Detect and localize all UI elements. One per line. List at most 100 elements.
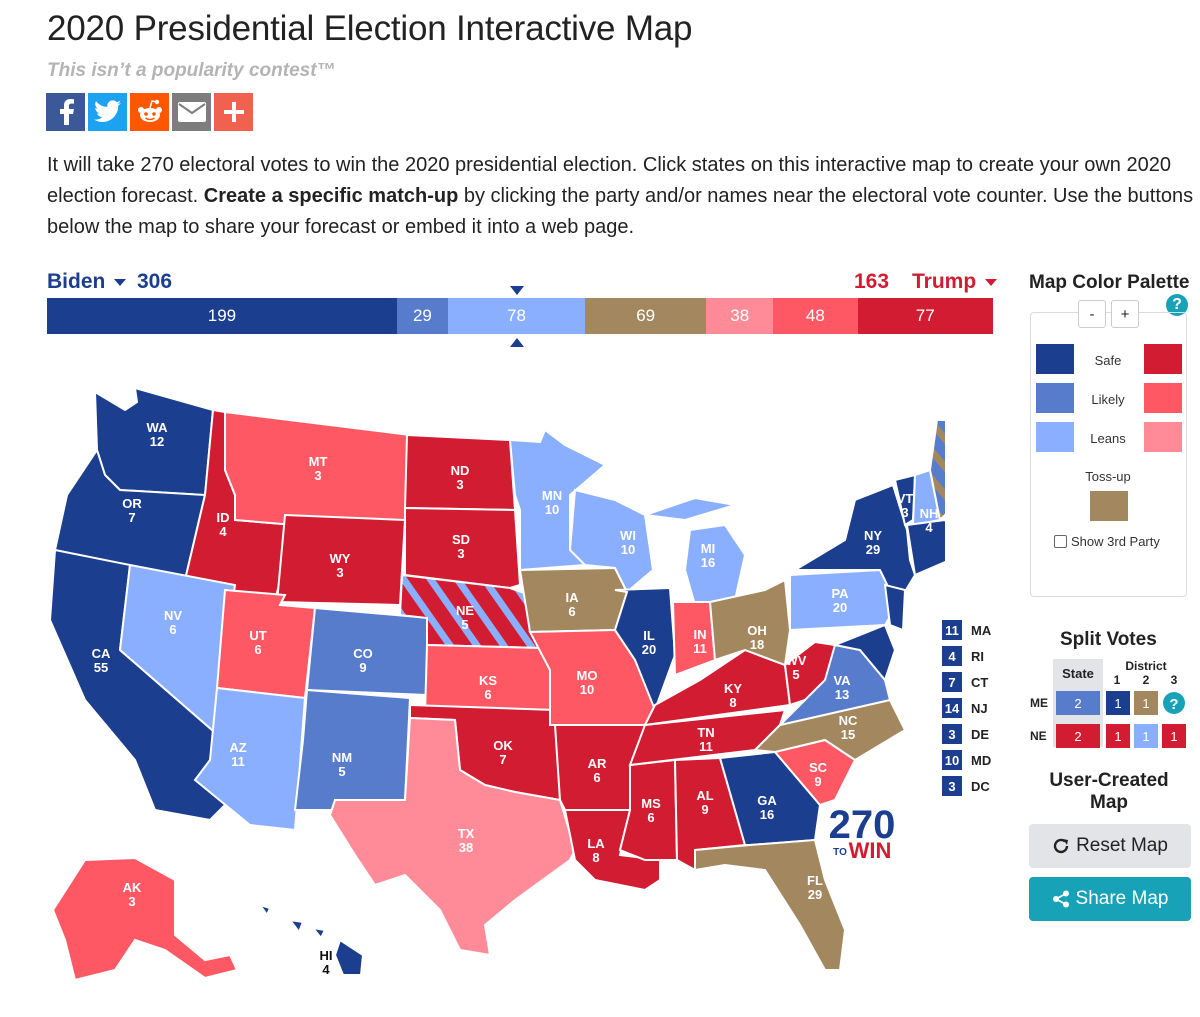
- state-label-ks: KS: [479, 673, 497, 688]
- ne-district-1-value: 1: [1114, 729, 1121, 744]
- share-map-button[interactable]: Share Map: [1029, 877, 1191, 921]
- swatch-likely-dem[interactable]: [1036, 383, 1074, 413]
- state-il[interactable]: [613, 586, 677, 713]
- state-ev-la: 8: [592, 850, 599, 865]
- state-tx[interactable]: [328, 716, 577, 957]
- split-help-icon[interactable]: [1163, 692, 1185, 714]
- small-state-ma[interactable]: 11 MA: [942, 617, 991, 643]
- state-ev-ak: 3: [128, 894, 135, 909]
- state-label-az: AZ: [229, 740, 246, 755]
- dem-ev-total: 306: [137, 270, 173, 293]
- state-az[interactable]: [193, 686, 307, 832]
- ev-segment: 38: [706, 298, 774, 334]
- state-label-ar: AR: [588, 756, 607, 771]
- swatch-leans-rep[interactable]: [1144, 422, 1182, 452]
- state-ev-tn: 11: [699, 739, 713, 754]
- small-state-ev[interactable]: 11: [942, 620, 962, 640]
- third-party-checkbox[interactable]: [1054, 535, 1067, 548]
- logo-270: 270: [829, 803, 896, 847]
- state-fl[interactable]: [694, 838, 847, 971]
- small-state-ev[interactable]: 7: [942, 672, 962, 692]
- intro-bold-text: Create a specific match-up: [203, 185, 459, 207]
- me-district-1[interactable]: [1106, 691, 1130, 715]
- swatch-safe-dem[interactable]: [1036, 344, 1074, 374]
- share-icon: [1052, 890, 1069, 908]
- plus-icon: [223, 102, 244, 122]
- state-label-nv: NV: [164, 608, 182, 623]
- small-state-de[interactable]: 3 DE: [942, 721, 991, 747]
- me-district-2[interactable]: [1134, 691, 1158, 715]
- state-ev-ca: 55: [94, 660, 108, 675]
- split-help-text: ?: [1169, 696, 1178, 713]
- palette-decrease-button[interactable]: -: [1078, 300, 1106, 328]
- ev-segment: 48: [773, 298, 858, 334]
- page-title: 2020 Presidential Election Interactive M…: [47, 9, 693, 48]
- email-share-button[interactable]: [172, 93, 211, 131]
- ne-district-3[interactable]: [1162, 724, 1186, 748]
- label-likely: Likely: [1091, 392, 1125, 407]
- state-label-or: OR: [122, 496, 142, 511]
- dem-candidate-dropdown[interactable]: Biden: [47, 270, 127, 294]
- state-oh[interactable]: [708, 578, 792, 667]
- state-ut[interactable]: [215, 588, 317, 700]
- small-state-ev[interactable]: 3: [942, 724, 962, 744]
- small-state-ev[interactable]: 14: [942, 698, 962, 718]
- palette-increase-button[interactable]: +: [1111, 300, 1139, 328]
- district-number: 3: [1171, 673, 1178, 687]
- reset-map-button[interactable]: Reset Map: [1029, 824, 1191, 868]
- state-label-wy: WY: [330, 551, 351, 566]
- state-nj[interactable]: [883, 583, 907, 632]
- twitter-share-button[interactable]: [88, 93, 127, 131]
- state-nm[interactable]: [293, 688, 412, 811]
- state-label-wi: WI: [620, 528, 636, 543]
- state-label-tn: TN: [697, 725, 714, 740]
- state-ev-wa: 12: [150, 434, 164, 449]
- ne-state-value: 2: [1074, 729, 1081, 744]
- state-ev-ga: 16: [760, 807, 774, 822]
- state-mn[interactable]: [508, 428, 607, 572]
- rep-candidate-dropdown[interactable]: Trump: [912, 270, 998, 294]
- state-label-al: AL: [696, 788, 713, 803]
- swatch-likely-rep[interactable]: [1144, 383, 1182, 413]
- me-state-cell[interactable]: [1056, 691, 1100, 715]
- small-state-ev[interactable]: 3: [942, 776, 962, 796]
- small-state-ev[interactable]: 4: [942, 646, 962, 666]
- ne-district-1[interactable]: [1106, 724, 1130, 748]
- caret-down-icon: [985, 278, 998, 286]
- state-ev-nc: 15: [841, 727, 855, 742]
- small-state-dc[interactable]: 3 DC: [942, 773, 991, 799]
- state-label-oh: OH: [747, 623, 767, 638]
- state-md-de[interactable]: [831, 623, 897, 683]
- state-ev-mo: 10: [580, 682, 594, 697]
- ev-segment: 78: [447, 298, 586, 334]
- ne-district-2[interactable]: [1134, 724, 1158, 748]
- state-ak[interactable]: [51, 856, 239, 982]
- state-ev-ny: 29: [866, 542, 880, 557]
- small-state-nj[interactable]: 14 NJ: [942, 695, 991, 721]
- swatch-safe-rep[interactable]: [1144, 344, 1182, 374]
- rep-ev-total: 163: [854, 270, 890, 293]
- state-label-ms: MS: [641, 796, 661, 811]
- rep-candidate-name: Trump: [912, 270, 977, 293]
- small-state-ev[interactable]: 10: [942, 750, 962, 770]
- state-ev-al: 9: [701, 802, 708, 817]
- refresh-icon: [1053, 838, 1069, 854]
- small-state-ri[interactable]: 4 RI: [942, 643, 991, 669]
- color-palette-panel: [1030, 312, 1187, 597]
- small-state-ct[interactable]: 7 CT: [942, 669, 991, 695]
- more-share-button[interactable]: [214, 93, 253, 131]
- state-hi[interactable]: [257, 903, 365, 976]
- third-party-toggle[interactable]: Show 3rd Party: [1054, 534, 1160, 549]
- swatch-tossup[interactable]: [1090, 491, 1128, 521]
- facebook-share-button[interactable]: [46, 93, 85, 131]
- ne-state-cell[interactable]: [1056, 724, 1100, 748]
- help-icon[interactable]: ?: [1166, 294, 1188, 316]
- small-state-md[interactable]: 10 MD: [942, 747, 991, 773]
- state-sd[interactable]: [404, 506, 522, 590]
- state-label-nd: ND: [451, 463, 470, 478]
- state-ev-in: 11: [693, 641, 707, 656]
- reddit-icon: [137, 99, 162, 122]
- state-wv[interactable]: [783, 640, 837, 707]
- swatch-leans-dem[interactable]: [1036, 422, 1074, 452]
- reddit-share-button[interactable]: [130, 93, 169, 131]
